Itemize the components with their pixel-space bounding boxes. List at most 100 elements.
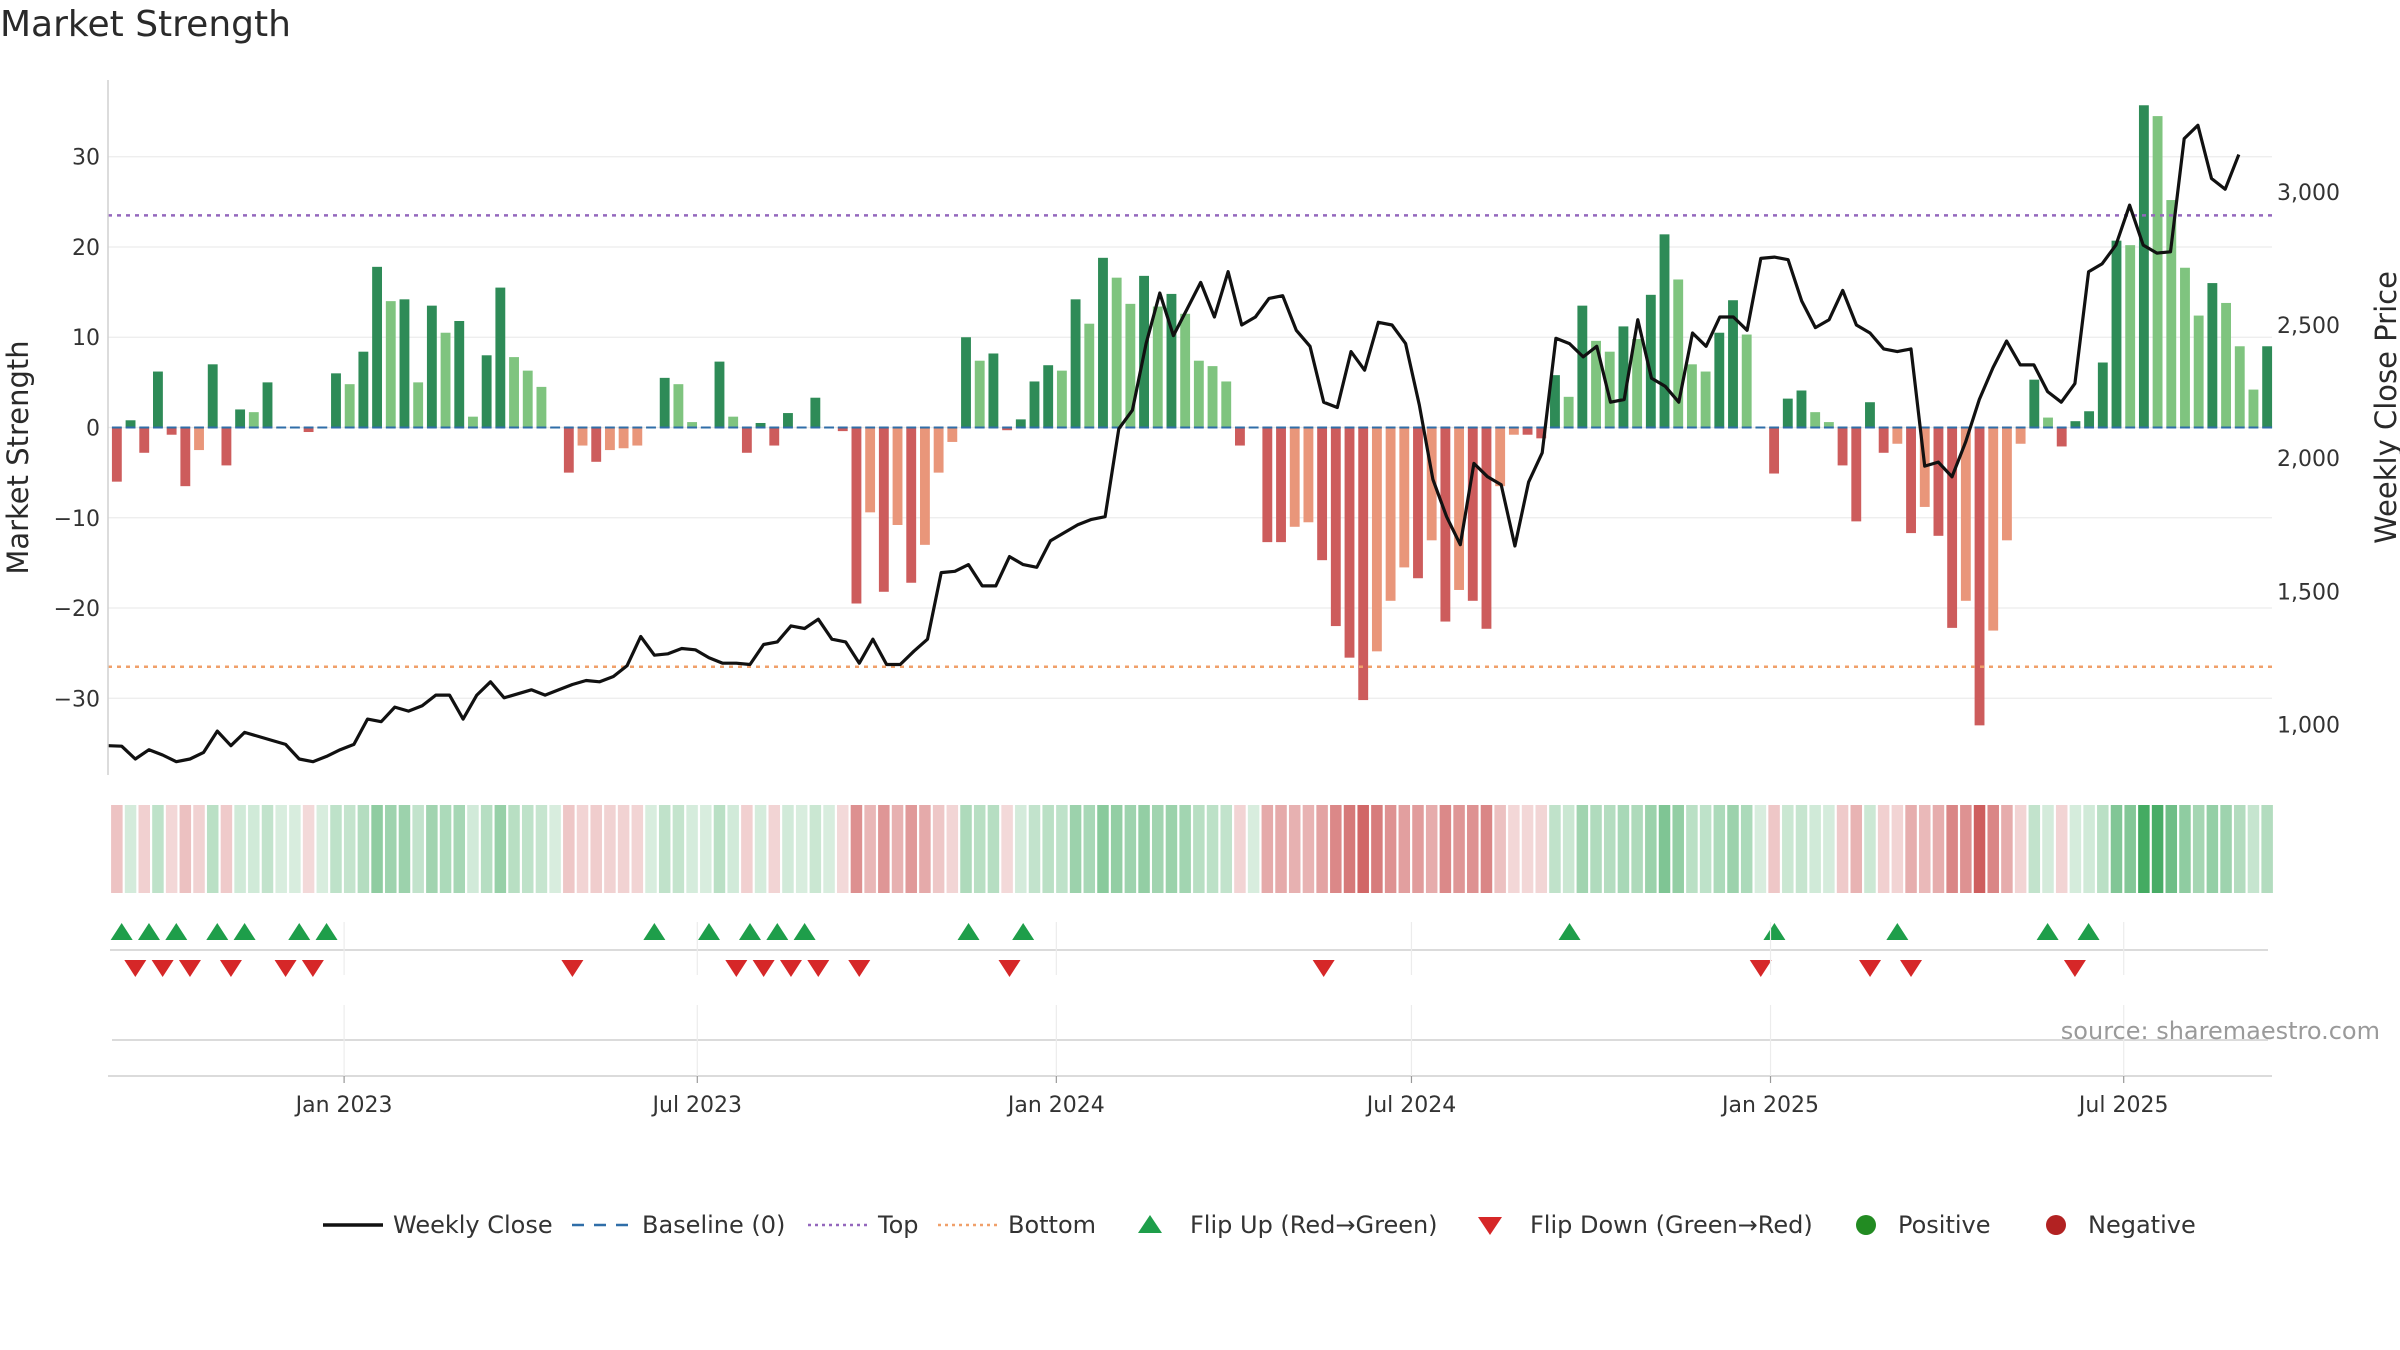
heatmap-cell [371, 805, 383, 893]
flip-down-marker [219, 960, 242, 977]
heatmap-cell [1480, 805, 1493, 893]
heatmap-cell [2055, 805, 2068, 893]
heatmap-cell [672, 805, 685, 893]
heatmap-cell [1015, 805, 1027, 893]
flip-down-marker [178, 960, 201, 977]
strength-bar [221, 427, 232, 466]
strength-bar [1317, 427, 1328, 561]
strength-bar [1440, 427, 1451, 622]
legend-label: Negative [2088, 1211, 2196, 1239]
flip-up-marker [643, 923, 666, 940]
flip-markers [110, 923, 2268, 977]
strength-bar [194, 427, 204, 451]
heatmap-cell [193, 805, 205, 893]
legend-label: Flip Up (Red→Green) [1190, 1211, 1438, 1239]
y2-tick-label: 3,000 [2277, 181, 2340, 206]
strength-bar [1591, 340, 1601, 428]
strength-bar [1618, 326, 1629, 428]
heatmap-cell [1699, 805, 1712, 893]
strength-bar [1193, 360, 1204, 428]
heatmap-cell [494, 805, 507, 893]
heatmap-cell [768, 805, 781, 893]
heatmap-cell [1795, 805, 1808, 893]
heatmap-cell [795, 805, 808, 893]
strength-bar [1851, 427, 1862, 522]
strength-bar [659, 377, 670, 428]
heatmap-cell [1740, 805, 1753, 893]
strength-bar [139, 427, 150, 453]
strength-bar [1632, 339, 1643, 428]
strength-bar [468, 416, 478, 428]
strength-bar [1043, 365, 1054, 428]
flip-down-marker [301, 960, 324, 977]
strength-bar [1467, 427, 1478, 601]
strength-bar [399, 299, 410, 428]
strength-bar [1002, 427, 1013, 431]
strength-bar [673, 384, 684, 428]
flip-down-marker [1900, 960, 1923, 977]
heatmap-cell [248, 805, 260, 893]
heatmap-cell [1384, 805, 1397, 893]
flip-up-marker [137, 923, 160, 940]
strength-bar [495, 287, 506, 428]
heatmap-cell [1439, 805, 1452, 893]
heatmap-cell [1343, 805, 1356, 893]
legend-item: Weekly Close [323, 1211, 553, 1239]
heatmap-cell [1234, 805, 1246, 893]
heatmap-cell [1727, 805, 1739, 893]
heatmap-cell [1316, 805, 1328, 893]
heatmap-cell [2261, 805, 2273, 893]
heatmap-cell [343, 805, 356, 893]
strength-bar [2138, 105, 2149, 428]
legend-item: Bottom [938, 1211, 1096, 1239]
heatmap-cell [508, 805, 520, 893]
flip-up-marker [698, 923, 721, 940]
flip-up-marker [2077, 923, 2100, 940]
legend-item: Negative [2046, 1211, 2196, 1239]
heatmap-cell [1754, 805, 1767, 893]
strength-bar [2029, 379, 2040, 428]
strength-bar [1344, 427, 1355, 658]
legend-item: Positive [1856, 1211, 1991, 1239]
flip-up-marker [1886, 923, 1909, 940]
heatmap-cell [878, 805, 890, 893]
flip-up-marker [2036, 923, 2059, 940]
strength-bar [440, 332, 451, 428]
strength-bar [153, 371, 163, 428]
strength-bar [2084, 411, 2095, 428]
heatmap-cell [1576, 805, 1589, 893]
heatmap-cell [1247, 805, 1260, 893]
heatmap-cell [2165, 805, 2178, 893]
heatmap-cell [1302, 805, 1315, 893]
strength-bar [1577, 305, 1588, 428]
heatmap-cell [1562, 805, 1575, 893]
x-tick-label: Jan 2023 [294, 1093, 393, 1118]
heatmap-cell [1864, 805, 1876, 893]
heatmap-cell [836, 805, 849, 893]
heatmap-cell [2234, 805, 2246, 893]
legend-triangle-down-icon [1478, 1217, 1502, 1235]
axis-layer: −30 −20 −10 0 10 20 30 1,000 1,500 2,000 2,500 3,00… [1, 80, 2400, 775]
heatmap-cell [302, 805, 315, 893]
strength-bar [1276, 427, 1286, 543]
strength-bar [1604, 351, 1615, 428]
heatmap-cell [905, 805, 917, 893]
heatmap-cell [1658, 805, 1671, 893]
heatmap-cell [480, 805, 493, 893]
strength-bar [1207, 366, 1218, 428]
x-tick-label: Jul 2025 [2077, 1093, 2169, 1118]
heatmap-cell [658, 805, 671, 893]
heatmap-cell [1521, 805, 1534, 893]
heatmap-cell [398, 805, 411, 893]
strength-bar [1550, 375, 1560, 428]
strength-bar [1837, 427, 1848, 466]
heatmap-cell [1056, 805, 1068, 893]
strength-bar [1399, 427, 1410, 568]
heatmap-cell [2138, 805, 2150, 893]
strength-bar [1166, 293, 1177, 428]
heatmap-cell [1288, 805, 1301, 893]
strength-bar [2056, 427, 2067, 447]
strength-bar [1988, 427, 1999, 631]
heatmap-cell [1425, 805, 1438, 893]
y-axis-label: Market Strength [1, 340, 35, 574]
